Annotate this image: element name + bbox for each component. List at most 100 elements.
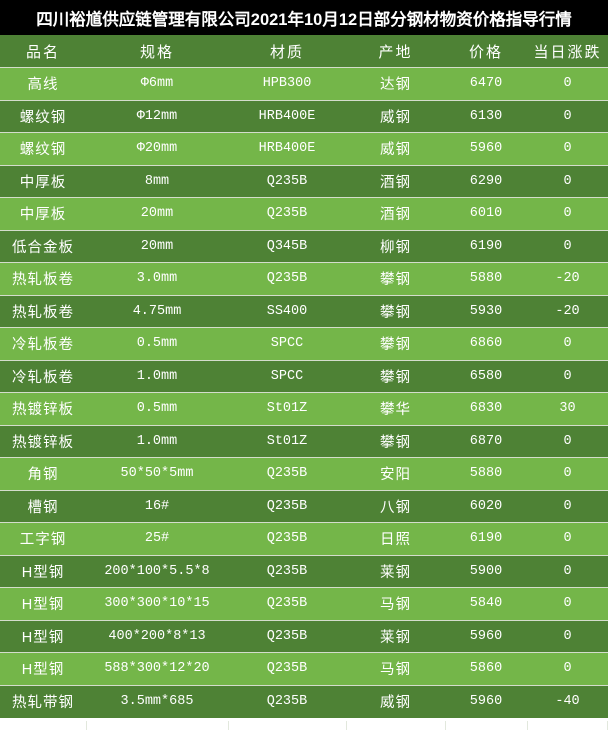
cell-material: HRB400E [258, 108, 316, 124]
cell-price: 6580 [469, 368, 503, 384]
cell-material: Q235B [228, 262, 346, 296]
table-row: 冷轧板卷 0.5mm SPCC 攀钢 6860 0 [0, 327, 608, 361]
cell-product-name: 槽钢 [27, 499, 59, 516]
cell-price: 5960 [469, 628, 503, 644]
title-bar: 四川裕馗供应链管理有限公司2021年10月12日部分钢材物资价格指导行情 [0, 0, 608, 35]
cell-material: HRB400E [228, 132, 346, 166]
cell-daily-change: 0 [563, 498, 572, 514]
cell-daily-change: 0 [563, 368, 572, 384]
cell-origin: 酒钢 [380, 174, 411, 191]
cell-daily-change: 0 [527, 67, 608, 101]
table-row: 热轧板卷 4.75mm SS400 攀钢 5930 -20 [0, 295, 608, 328]
cell-material: Q345B [266, 238, 308, 254]
cell-price: 6830 [445, 392, 527, 426]
cell-price: 6010 [445, 197, 527, 231]
cell-product-name: 热镀锌板 [0, 392, 86, 426]
cell-product-name: H型钢 [21, 564, 65, 581]
cell-product-name: 冷轧板卷 [12, 369, 74, 386]
table-header: 品名 规格 材质 产地 价格 当日涨跌 [0, 35, 608, 68]
table-row: 中厚板 8mm Q235B 酒钢 6290 0 [0, 165, 608, 198]
column-header-change: 当日涨跌 [533, 43, 602, 61]
cell-material: Q235B [266, 694, 308, 709]
cell-daily-change: 0 [527, 132, 608, 166]
cell-origin: 达钢 [346, 67, 445, 101]
cell-specification: 3.0mm [86, 262, 228, 296]
cell-price: 5930 [469, 303, 503, 319]
cell-specification: 0.5mm [86, 392, 228, 426]
cell-product-name: 角钢 [0, 457, 86, 491]
cell-price: 6870 [469, 433, 503, 449]
cell-daily-change: -40 [555, 694, 580, 709]
table-row: 冷轧板卷 1.0mm SPCC 攀钢 6580 0 [0, 360, 608, 393]
cell-specification: 588*300*12*20 [86, 652, 228, 686]
cell-price: 6190 [445, 522, 527, 556]
cell-price: 6130 [469, 108, 503, 124]
cell-daily-change: 0 [563, 563, 572, 579]
cell-material: Q235B [266, 563, 308, 579]
table-row: 工字钢 25# Q235B 日照 6190 0 [0, 522, 608, 556]
table-row: H型钢 588*300*12*20 Q235B 马钢 5860 0 [0, 652, 608, 686]
cell-price: 5880 [445, 262, 527, 296]
cell-origin: 威钢 [380, 695, 411, 711]
cell-daily-change: 0 [563, 433, 572, 449]
cell-material: Q235B [228, 587, 346, 621]
cell-daily-change: 0 [527, 652, 608, 686]
column-rule [228, 721, 229, 730]
cell-material: Q235B [266, 173, 308, 189]
cell-price: 6860 [445, 327, 527, 361]
column-rule [445, 721, 446, 730]
column-rule [527, 721, 528, 730]
cell-specification: Φ6mm [86, 67, 228, 101]
cell-material: SS400 [266, 303, 308, 319]
column-header-price: 价格 [468, 43, 503, 61]
cell-specification: 20mm [86, 197, 228, 231]
cell-material: Q235B [228, 197, 346, 231]
column-header-material: 材质 [269, 43, 304, 61]
cell-price: 6290 [469, 173, 503, 189]
cell-product-name: 冷轧板卷 [0, 327, 86, 361]
table-header-row: 品名 规格 材质 产地 价格 当日涨跌 [0, 35, 608, 68]
cell-daily-change: 0 [527, 327, 608, 361]
cell-daily-change: 0 [563, 108, 572, 124]
table-row: H型钢 300*300*10*15 Q235B 马钢 5840 0 [0, 587, 608, 621]
cell-origin: 攀华 [346, 392, 445, 426]
cell-product-name: 低合金板 [12, 239, 74, 256]
cell-origin: 八钢 [380, 499, 411, 516]
cell-material: Q235B [228, 457, 346, 491]
table-row: 热镀锌板 1.0mm St01Z 攀钢 6870 0 [0, 425, 608, 458]
table-row: H型钢 400*200*8*13 Q235B 莱钢 5960 0 [0, 620, 608, 653]
cell-price: 6470 [445, 67, 527, 101]
cell-price: 5860 [445, 652, 527, 686]
cell-origin: 柳钢 [380, 239, 411, 256]
cell-origin: 酒钢 [346, 197, 445, 231]
steel-price-table: 品名 规格 材质 产地 价格 当日涨跌 高线 Φ6mm HPB300 达钢 6470 0 螺… [0, 35, 608, 718]
cell-daily-change: 0 [527, 587, 608, 621]
cell-product-name: 高线 [0, 67, 86, 101]
table-row: 螺纹钢 Φ12mm HRB400E 威钢 6130 0 [0, 100, 608, 133]
table-row: 热轧板卷 3.0mm Q235B 攀钢 5880 -20 [0, 262, 608, 296]
cell-daily-change: 30 [527, 392, 608, 426]
column-header-spec: 规格 [139, 43, 174, 61]
cell-origin: 攀钢 [380, 304, 411, 321]
cell-specification: 1.0mm [136, 368, 178, 384]
cell-material: SPCC [228, 327, 346, 361]
cell-origin: 攀钢 [380, 369, 411, 386]
cell-specification: Φ20mm [86, 132, 228, 166]
cell-product-name: 热轧板卷 [12, 304, 74, 321]
cell-daily-change: 0 [527, 522, 608, 556]
cell-price: 6190 [469, 238, 503, 254]
cell-specification: 4.75mm [132, 303, 182, 319]
cell-origin: 攀钢 [346, 327, 445, 361]
cell-product-name: 工字钢 [0, 522, 86, 556]
cell-origin: 安阳 [346, 457, 445, 491]
cell-product-name: H型钢 [0, 587, 86, 621]
column-rule [346, 721, 347, 730]
cell-material: Q235B [228, 522, 346, 556]
table-row: 槽钢 16# Q235B 八钢 6020 0 [0, 490, 608, 523]
footer-column-rules [0, 721, 608, 730]
cell-daily-change: 0 [527, 197, 608, 231]
cell-product-name: 热轧板卷 [0, 262, 86, 296]
cell-origin: 马钢 [346, 587, 445, 621]
cell-origin: 莱钢 [380, 629, 411, 646]
cell-daily-change: -20 [527, 262, 608, 296]
